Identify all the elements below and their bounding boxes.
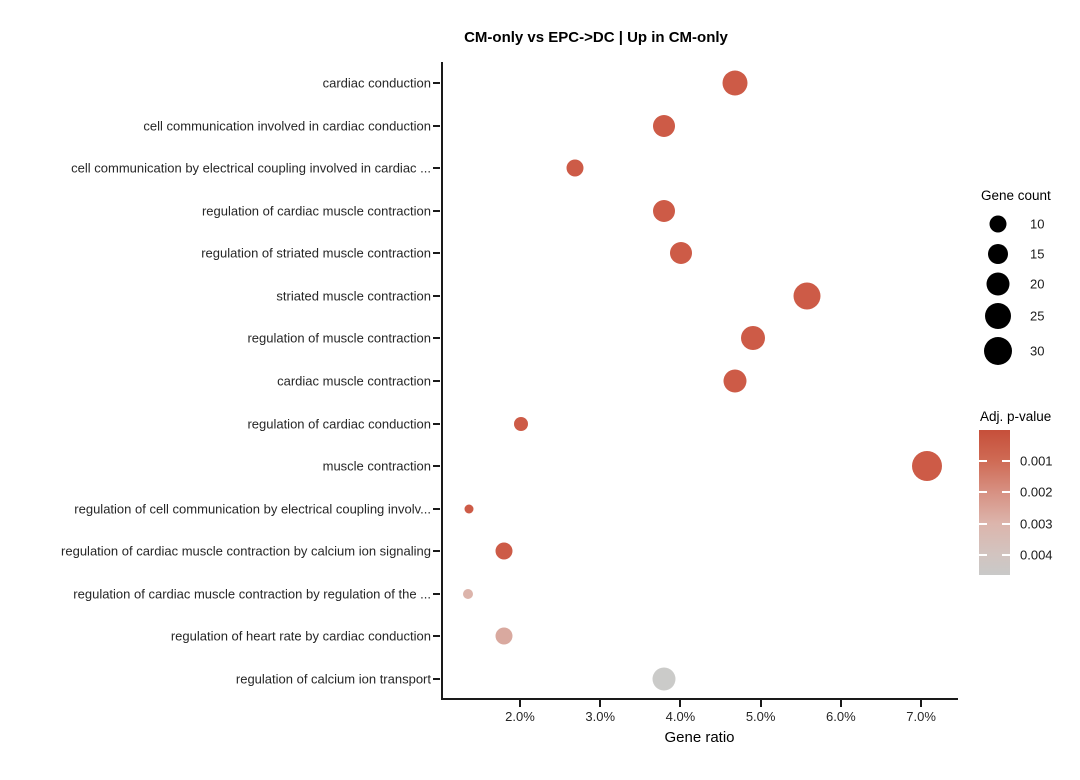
gene-count-legend-dot — [989, 215, 1007, 233]
y-axis-category-label: regulation of cell communication by elec… — [74, 501, 431, 517]
y-axis-tick — [433, 294, 440, 297]
y-axis-tick — [433, 465, 440, 468]
x-axis-tick-label: 7.0% — [906, 709, 936, 724]
p-value-colorbar-label: 0.002 — [1020, 484, 1053, 500]
x-axis-tick — [519, 700, 521, 707]
gene-count-legend-dot — [988, 244, 1008, 264]
p-value-colorbar-tick — [979, 491, 987, 494]
y-axis-category-label: regulation of calcium ion transport — [235, 671, 431, 687]
p-value-colorbar-tick — [979, 553, 987, 556]
data-point — [670, 242, 693, 265]
y-axis-category-label: regulation of muscle contraction — [247, 330, 431, 346]
data-point — [513, 416, 528, 431]
y-axis-category-label: regulation of cardiac muscle contraction… — [73, 586, 431, 602]
p-value-colorbar-tick — [979, 522, 987, 525]
y-axis-category-label: striated muscle contraction — [276, 288, 431, 304]
data-point — [464, 504, 474, 514]
chart-title: CM-only vs EPC->DC | Up in CM-only — [464, 29, 728, 46]
y-axis-tick — [433, 252, 440, 255]
data-point — [653, 114, 676, 137]
data-point — [741, 326, 766, 351]
data-point — [793, 282, 821, 310]
y-axis-tick — [433, 550, 440, 553]
data-point — [723, 369, 747, 393]
y-axis-tick — [433, 209, 440, 212]
y-axis-category-label: regulation of cardiac conduction — [247, 416, 431, 432]
y-axis-category-label: regulation of heart rate by cardiac cond… — [170, 628, 431, 644]
p-value-colorbar-tick — [1002, 553, 1010, 556]
data-point — [652, 667, 676, 691]
data-point — [495, 627, 513, 645]
y-axis-category-label: cell communication involved in cardiac c… — [143, 118, 431, 134]
gene-count-legend-label: 20 — [1030, 276, 1045, 292]
p-value-colorbar-label: 0.001 — [1020, 453, 1053, 469]
data-point — [653, 199, 676, 222]
p-value-colorbar-label: 0.003 — [1020, 516, 1053, 532]
x-axis-tick — [679, 700, 682, 707]
gene-count-legend-dot — [984, 337, 1012, 365]
y-axis-category-label: cardiac conduction — [322, 75, 431, 91]
y-axis-tick — [433, 635, 440, 638]
y-axis-category-label: muscle contraction — [322, 458, 431, 474]
gene-count-legend-label: 30 — [1030, 343, 1045, 359]
p-value-legend-title: Adj. p-value — [980, 409, 1052, 424]
y-axis-tick — [433, 507, 440, 510]
data-point — [462, 588, 473, 599]
p-value-colorbar-tick — [1002, 491, 1010, 494]
data-point — [911, 451, 942, 482]
x-axis-tick-label: 5.0% — [745, 709, 776, 724]
y-axis-category-label: regulation of cardiac muscle contraction — [201, 203, 431, 219]
y-axis-tick — [433, 82, 440, 85]
y-axis-tick — [433, 337, 440, 340]
data-point — [566, 159, 584, 177]
gene-count-legend-dot — [985, 303, 1011, 329]
p-value-colorbar-tick — [1002, 460, 1010, 463]
x-axis-tick-label: 2.0% — [505, 709, 535, 724]
y-axis-tick — [433, 380, 440, 382]
y-axis-category-label: regulation of cardiac muscle contraction… — [61, 543, 431, 559]
y-axis-tick — [433, 677, 440, 680]
p-value-colorbar-tick — [1002, 522, 1010, 525]
data-point — [495, 542, 513, 560]
gene-count-legend-label: 15 — [1030, 246, 1045, 262]
x-axis-tick-label: 6.0% — [826, 709, 856, 724]
y-axis-category-label: cardiac muscle contraction — [277, 373, 431, 389]
data-point — [722, 70, 748, 96]
p-value-colorbar-label: 0.004 — [1020, 547, 1053, 563]
y-axis-tick — [433, 124, 440, 127]
y-axis-tick — [433, 592, 440, 595]
x-axis-tick-label: 4.0% — [665, 709, 696, 724]
y-axis-category-label: regulation of striated muscle contractio… — [201, 245, 431, 261]
x-axis-title: Gene ratio — [664, 729, 735, 746]
p-value-colorbar-tick — [979, 460, 987, 463]
x-axis-tick — [599, 700, 602, 707]
plot-panel — [441, 62, 958, 700]
y-axis-category-label: cell communication by electrical couplin… — [71, 160, 431, 176]
y-axis-tick — [433, 167, 440, 170]
p-value-colorbar — [979, 430, 1010, 575]
gene-count-legend-dot — [986, 272, 1010, 296]
gene-count-legend-label: 25 — [1030, 308, 1045, 324]
gene-count-legend-label: 10 — [1030, 216, 1045, 232]
x-axis-tick — [920, 700, 923, 707]
x-axis-tick — [759, 700, 762, 707]
gene-count-legend-title: Gene count — [981, 188, 1051, 203]
y-axis-tick — [433, 422, 440, 425]
x-axis-tick-label: 3.0% — [585, 709, 616, 724]
x-axis-tick — [839, 700, 842, 707]
